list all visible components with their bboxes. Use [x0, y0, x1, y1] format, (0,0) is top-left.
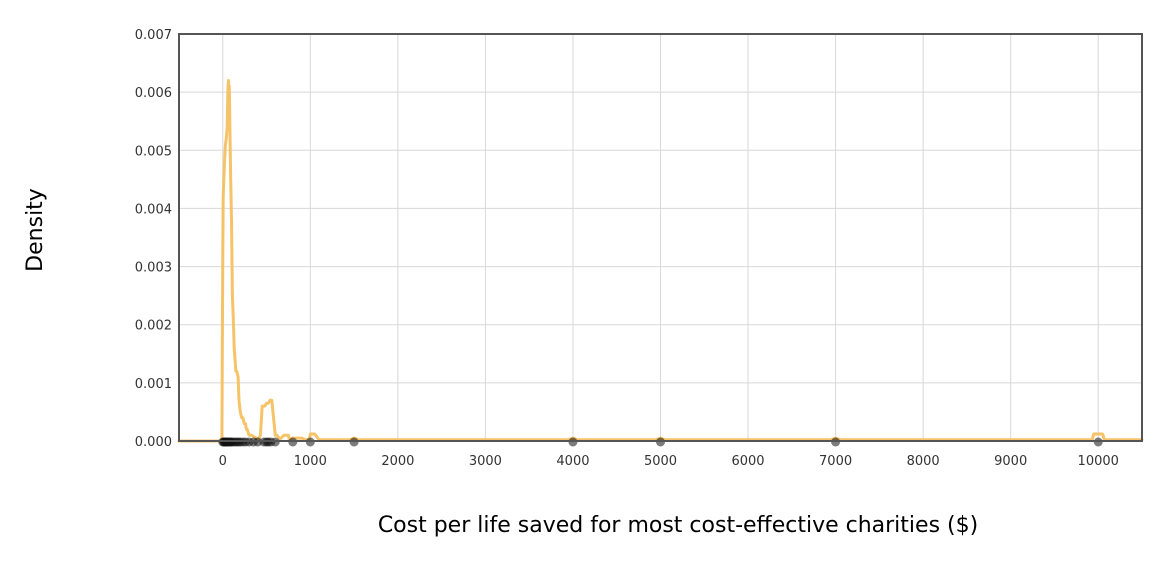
y-tick-label: 0.002: [135, 319, 172, 334]
x-tick-label: 3000: [469, 454, 502, 469]
x-tick-label: 0: [219, 454, 227, 469]
y-tick-labels: 0.000 0.001 0.002 0.003 0.004 0.005 0.006 0.007: [135, 28, 172, 450]
x-tick-labels: 0 1000 2000 3000 4000 5000 6000 7000 8000 9000 100…: [219, 454, 1119, 469]
x-tick-label: 2000: [381, 454, 414, 469]
x-tick-label: 1000: [294, 454, 327, 469]
x-tick-label: 5000: [644, 454, 677, 469]
y-tick-label: 0.001: [135, 377, 172, 392]
y-tick-label: 0.005: [135, 144, 172, 159]
y-tick-label: 0.007: [135, 28, 172, 43]
plot-frame: [178, 33, 1143, 442]
y-tick-label: 0.000: [135, 435, 172, 450]
x-tick-label: 9000: [994, 454, 1027, 469]
x-tick-label: 6000: [731, 454, 764, 469]
y-tick-label: 0.006: [135, 86, 172, 101]
y-tick-label: 0.004: [135, 202, 172, 217]
y-axis-title: Density: [23, 188, 48, 272]
x-tick-label: 7000: [819, 454, 852, 469]
x-tick-label: 8000: [907, 454, 940, 469]
x-axis-title: Cost per life saved for most cost-effect…: [378, 513, 978, 538]
x-tick-label: 4000: [556, 454, 589, 469]
y-tick-label: 0.003: [135, 261, 172, 276]
x-tick-label: 10000: [1078, 454, 1119, 469]
